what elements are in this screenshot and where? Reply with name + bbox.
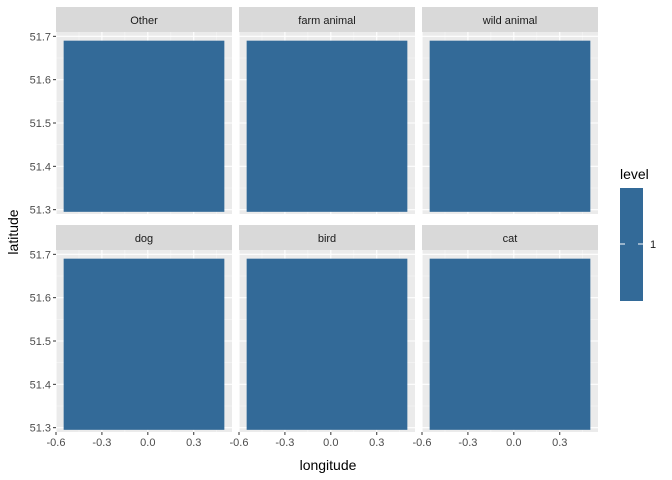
heatmap-tile	[63, 40, 225, 212]
legend-title: level	[620, 166, 649, 182]
heatmap-tile	[429, 40, 591, 212]
facet-strip-label: farm animal	[298, 15, 355, 27]
facet-strip	[422, 7, 598, 32]
y-tick-label: 51.3	[30, 423, 51, 435]
x-axis-title: longitude	[300, 457, 357, 473]
x-tick-label: -0.6	[230, 437, 249, 449]
facet-strip	[239, 225, 415, 250]
heatmap-tile	[246, 40, 408, 212]
facet-strip-label: cat	[503, 233, 518, 245]
facet-strip-label: Other	[130, 15, 158, 27]
heatmap-tile	[63, 258, 225, 430]
y-tick-label: 51.4	[30, 161, 51, 173]
y-tick-label: 51.7	[30, 31, 51, 43]
legend-label: 1	[650, 239, 656, 251]
x-tick-label: 0.3	[552, 437, 567, 449]
heatmap-tile	[429, 258, 591, 430]
facet-strip-label: bird	[318, 233, 336, 245]
x-tick-label: 0.0	[506, 437, 521, 449]
facet-wild-animal: wild animal	[421, 7, 598, 214]
facet-strip	[56, 7, 232, 32]
facet-other: Other	[55, 7, 232, 214]
x-tick-label: 0.3	[369, 437, 384, 449]
x-tick-label: -0.6	[47, 437, 66, 449]
y-tick-label: 51.5	[30, 336, 51, 348]
x-tick-label: 0.3	[186, 437, 201, 449]
legend-colorbar	[620, 188, 643, 301]
y-axes: 51.3 51.4 51.5 51.6 51.7 51.3 51.4 51.5 51.6 51.7	[30, 31, 56, 435]
y-tick-label: 51.6	[30, 75, 51, 87]
facet-bird: bird	[238, 225, 415, 432]
x-tick-label: -0.3	[458, 437, 477, 449]
y-axis-title: latitude	[5, 209, 21, 254]
facet-strip-label: wild animal	[482, 15, 537, 27]
x-tick-label: -0.6	[413, 437, 432, 449]
facet-strip	[56, 225, 232, 250]
facet-strip	[239, 7, 415, 32]
x-tick-label: 0.0	[140, 437, 155, 449]
y-tick-label: 51.3	[30, 205, 51, 217]
y-tick-label: 51.4	[30, 379, 51, 391]
x-axes: -0.6 -0.3 0.0 0.3 -0.6 -0.3 0.0 0.3 -0.6 -0.3 0.0 0…	[47, 432, 567, 449]
y-tick-label: 51.5	[30, 118, 51, 130]
y-tick-label: 51.7	[30, 249, 51, 261]
facet-farm-animal: farm animal	[238, 7, 415, 214]
facet-panels: Other farm animal wild animal dog bird cat	[55, 7, 598, 432]
y-tick-label: 51.6	[30, 293, 51, 305]
heatmap-tile	[246, 258, 408, 430]
facet-dog: dog	[55, 225, 232, 432]
x-tick-label: -0.3	[275, 437, 294, 449]
facet-strip-label: dog	[135, 233, 153, 245]
facet-cat: cat	[421, 225, 598, 432]
x-tick-label: -0.3	[92, 437, 111, 449]
x-tick-label: 0.0	[323, 437, 338, 449]
legend: level 1	[620, 166, 656, 301]
facet-strip	[422, 225, 598, 250]
